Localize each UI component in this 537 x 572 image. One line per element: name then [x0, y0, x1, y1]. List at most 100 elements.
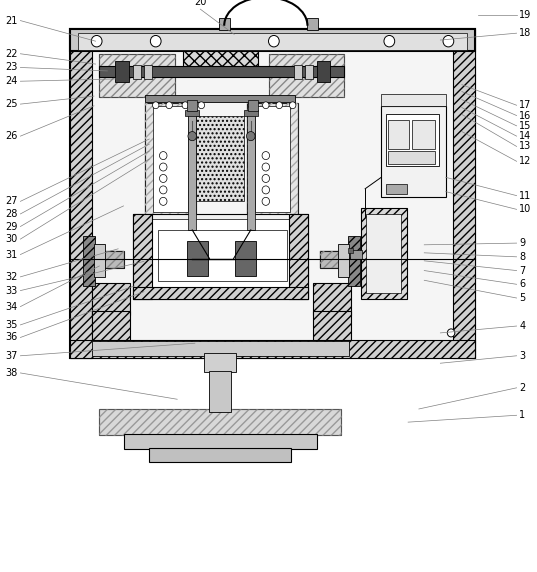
- Bar: [294, 65, 302, 79]
- Circle shape: [443, 35, 454, 47]
- Bar: [92, 341, 349, 356]
- Circle shape: [268, 35, 279, 47]
- Bar: [235, 241, 256, 276]
- Text: 19: 19: [519, 10, 532, 20]
- Text: 8: 8: [519, 252, 525, 262]
- Bar: [83, 236, 95, 286]
- Circle shape: [188, 132, 197, 141]
- Bar: [412, 120, 435, 149]
- Text: 2: 2: [519, 383, 526, 393]
- Bar: [196, 116, 244, 201]
- Circle shape: [159, 197, 167, 205]
- Bar: [313, 311, 351, 340]
- Circle shape: [159, 163, 167, 171]
- Text: 38: 38: [5, 368, 18, 378]
- Bar: [361, 208, 407, 299]
- Bar: [350, 250, 362, 259]
- Bar: [247, 111, 255, 230]
- Bar: [133, 214, 152, 299]
- Bar: [187, 100, 197, 111]
- Text: 30: 30: [5, 234, 18, 244]
- Bar: [99, 409, 341, 435]
- Bar: [204, 353, 236, 372]
- Bar: [348, 248, 353, 253]
- Text: 24: 24: [5, 76, 18, 86]
- Circle shape: [447, 329, 455, 337]
- Bar: [305, 65, 313, 79]
- Circle shape: [91, 35, 102, 47]
- Bar: [381, 94, 446, 106]
- Bar: [320, 251, 351, 268]
- Text: 1: 1: [519, 410, 525, 420]
- Circle shape: [182, 102, 188, 109]
- Circle shape: [262, 186, 270, 194]
- Text: 17: 17: [519, 100, 532, 110]
- Text: 4: 4: [519, 321, 525, 331]
- Bar: [70, 340, 475, 358]
- Circle shape: [262, 174, 270, 182]
- Bar: [99, 66, 344, 77]
- Bar: [453, 29, 475, 358]
- Text: 22: 22: [5, 49, 18, 59]
- Bar: [94, 244, 105, 277]
- Circle shape: [248, 102, 255, 109]
- Bar: [92, 251, 124, 268]
- Circle shape: [198, 102, 205, 109]
- Text: 34: 34: [5, 301, 18, 312]
- Bar: [183, 51, 258, 72]
- Bar: [70, 29, 475, 51]
- Bar: [366, 214, 401, 293]
- Bar: [268, 54, 344, 97]
- Circle shape: [262, 152, 270, 160]
- Bar: [133, 287, 308, 299]
- Bar: [338, 244, 349, 277]
- Circle shape: [262, 163, 270, 171]
- Text: 35: 35: [5, 320, 18, 330]
- Bar: [149, 448, 291, 462]
- Bar: [388, 151, 435, 164]
- Bar: [92, 251, 124, 268]
- Text: 31: 31: [5, 249, 18, 260]
- Text: 9: 9: [519, 238, 525, 248]
- Bar: [99, 409, 341, 435]
- Text: 15: 15: [519, 121, 532, 131]
- Bar: [255, 106, 290, 212]
- Text: 27: 27: [5, 196, 18, 206]
- Bar: [268, 54, 344, 97]
- Bar: [145, 103, 196, 214]
- Bar: [115, 61, 129, 82]
- Circle shape: [159, 152, 167, 160]
- Bar: [386, 114, 439, 166]
- Bar: [99, 54, 175, 97]
- Text: 26: 26: [5, 131, 18, 141]
- Bar: [187, 241, 208, 276]
- Text: 10: 10: [519, 204, 532, 214]
- Text: 13: 13: [519, 141, 532, 152]
- Bar: [78, 33, 467, 50]
- Bar: [70, 29, 92, 358]
- Bar: [124, 434, 317, 449]
- Circle shape: [263, 102, 269, 109]
- Text: 28: 28: [5, 209, 18, 219]
- Bar: [133, 214, 308, 299]
- Bar: [92, 283, 130, 315]
- Text: 5: 5: [519, 293, 526, 303]
- Bar: [247, 103, 298, 214]
- Text: 21: 21: [5, 15, 18, 26]
- Text: 20: 20: [194, 0, 207, 7]
- Bar: [388, 120, 409, 149]
- Circle shape: [153, 102, 159, 109]
- Bar: [140, 219, 302, 293]
- Text: 6: 6: [519, 279, 525, 289]
- Circle shape: [276, 102, 282, 109]
- Text: 25: 25: [5, 99, 18, 109]
- Bar: [92, 311, 130, 340]
- Text: 12: 12: [519, 156, 532, 166]
- Bar: [247, 103, 298, 214]
- Text: 37: 37: [5, 351, 18, 361]
- Circle shape: [150, 35, 161, 47]
- Text: 11: 11: [519, 190, 532, 201]
- Circle shape: [289, 102, 296, 109]
- Bar: [248, 100, 258, 111]
- Bar: [320, 251, 351, 268]
